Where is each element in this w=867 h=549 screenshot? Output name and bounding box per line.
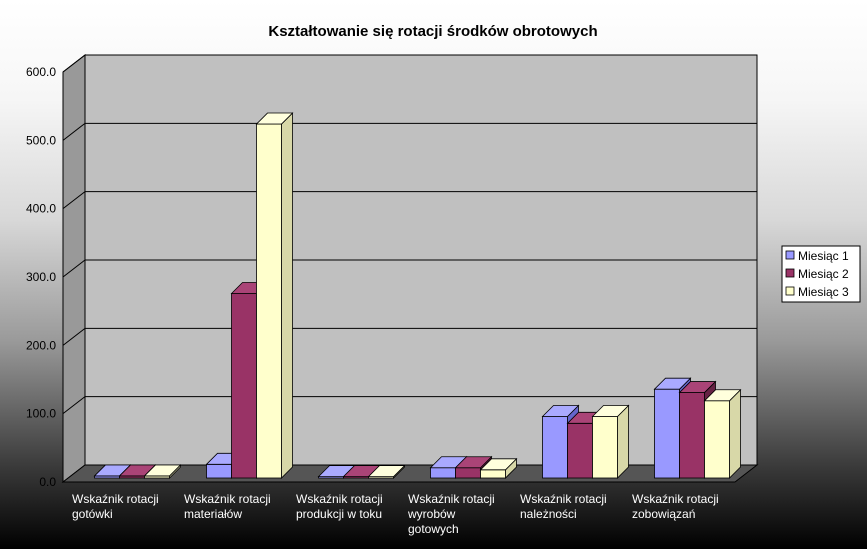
bar-top [255,112,294,125]
x-category-label: Wskaźnik rotacji produkcji w toku [296,492,383,521]
bars [93,112,742,479]
bar [704,400,730,479]
bar [542,416,568,479]
bar [567,422,593,479]
legend-swatch [785,250,795,260]
bar-top [454,456,493,469]
bar-side [281,112,293,479]
gridline-side [62,191,86,210]
y-tick-label: 100.0 [26,407,56,421]
grid-lines [62,54,757,415]
legend-label: Miesiąc 3 [798,285,849,299]
bar-top [678,381,717,393]
x-category-label: Wskaźnik rotacji należności [520,492,607,521]
bar [679,392,705,479]
legend-label: Miesiąc 1 [798,249,849,263]
y-tick-label: 0.0 [39,475,56,489]
y-tick-label: 600.0 [26,65,56,79]
x-category-label: Wskaźnik rotacji zobowiązań [632,492,719,521]
bar [592,416,618,479]
x-category-label: Wskaźnik rotacji materiałów [184,492,271,521]
bar-side [729,388,741,479]
bar-side [617,404,629,479]
bar [654,388,680,479]
bar-top [703,389,742,402]
bar [455,467,481,479]
legend: Miesiąc 1 Miesiąc 2 Miesiąc 3 [781,245,861,303]
x-axis-labels: Wskaźnik rotacji gotówki Wskaźnik rotacji m… [72,492,719,536]
bar-top [541,405,580,417]
bar [480,469,506,479]
bar [256,123,282,479]
y-tick-label: 500.0 [26,133,56,147]
gridline-side [62,122,86,141]
bar-top [591,405,630,417]
y-axis-ticks: 0.0 100.0 200.0 300.0 400.0 500.0 600.0 [26,65,56,489]
chart-title: Kształtowanie się rotacji środków obroto… [268,23,597,40]
gridline-side [62,259,86,278]
x-category-label: Wskaźnik rotacji wyrobów gotowych [407,492,495,536]
legend-swatch [785,286,795,296]
bar-top [479,458,518,471]
bar-top [653,377,692,390]
bar-top [143,464,182,477]
bar [206,463,232,479]
y-tick-label: 300.0 [26,270,56,284]
y-tick-label: 200.0 [26,338,56,352]
gridline-side [62,396,86,415]
legend-label: Miesiąc 2 [798,267,849,281]
gridline-side [62,54,86,73]
gridline-side [62,327,86,346]
legend-box [781,245,861,303]
bar [430,467,456,479]
legend-swatch [785,268,795,278]
x-category-label: Wskaźnik rotacji gotówki [72,492,159,521]
y-tick-label: 400.0 [26,202,56,216]
bar [231,293,257,479]
bar-top [367,465,406,478]
